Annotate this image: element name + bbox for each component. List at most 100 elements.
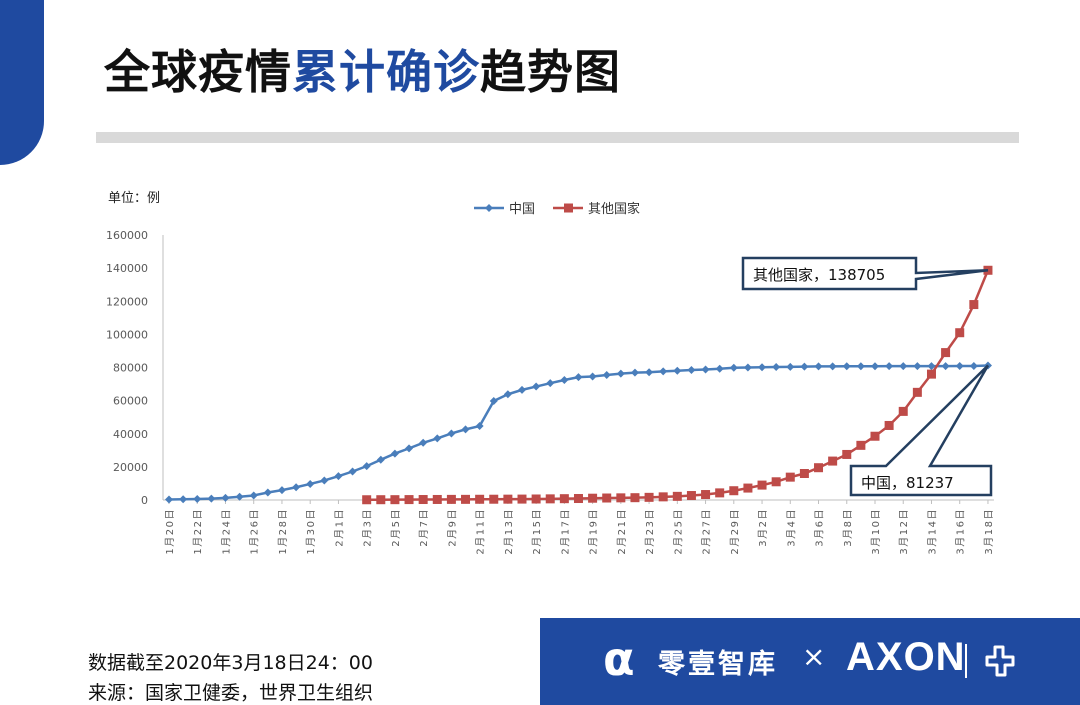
brand-divider [965, 644, 967, 678]
y-tick-label: 100000 [106, 328, 148, 341]
data-point [390, 449, 399, 458]
data-point [743, 483, 753, 493]
x-tick-label: 2月5日 [390, 508, 402, 547]
data-point [828, 362, 837, 371]
data-point [969, 362, 978, 371]
y-tick-label: 140000 [106, 262, 148, 275]
data-point [715, 364, 724, 373]
data-point [362, 462, 371, 471]
data-point [758, 363, 767, 372]
data-point [376, 455, 385, 464]
data-point [743, 363, 752, 372]
data-point [602, 493, 612, 503]
callout-china-label: 中国，81237 [861, 474, 954, 492]
data-point [249, 491, 258, 500]
x-tick-label: 2月17日 [559, 508, 571, 555]
x-tick-label: 3月14日 [926, 508, 938, 555]
data-point [404, 495, 414, 505]
data-point [926, 369, 936, 379]
data-point [969, 300, 979, 310]
data-point [955, 328, 965, 338]
x-tick-label: 2月25日 [672, 508, 684, 555]
data-point [447, 429, 456, 438]
data-point [701, 490, 711, 500]
data-point [306, 479, 315, 488]
unit-label: 单位：例 [108, 191, 160, 206]
data-point [814, 463, 824, 473]
data-point [574, 373, 583, 382]
data-point [588, 372, 597, 381]
data-point [941, 362, 950, 371]
data-point [927, 362, 936, 371]
data-point [475, 494, 485, 504]
x-tick-label: 3月16日 [955, 508, 967, 555]
data-point [207, 494, 216, 503]
x-tick-label: 2月1日 [333, 508, 345, 547]
callout-china-box [849, 364, 993, 497]
data-point [588, 493, 598, 503]
data-point [687, 365, 696, 374]
data-point [433, 434, 442, 443]
data-point [292, 483, 301, 492]
y-tick-label: 60000 [113, 395, 148, 408]
data-point [800, 362, 809, 371]
x-tick-label: 2月3日 [362, 508, 374, 547]
brand-logo-icon: α [603, 632, 635, 686]
data-point [503, 390, 512, 399]
legend-label: 其他国家 [588, 201, 640, 217]
data-point [235, 492, 244, 501]
data-point [644, 492, 654, 502]
data-point [559, 494, 569, 504]
data-point [489, 494, 499, 504]
x-tick-label: 1月22日 [192, 508, 204, 555]
data-point [912, 387, 922, 397]
data-point [419, 438, 428, 447]
data-point [560, 376, 569, 385]
data-date-note: 数据截至2020年3月18日24：00 [88, 652, 373, 674]
data-point [856, 362, 865, 371]
data-point [531, 494, 541, 504]
data-point [658, 492, 668, 502]
data-point [701, 365, 710, 374]
callout-others-box [741, 256, 989, 291]
data-point [686, 491, 696, 501]
data-point [729, 486, 739, 496]
data-point [616, 369, 625, 378]
data-point [856, 440, 866, 450]
x-tick-label: 1月28日 [277, 508, 289, 555]
data-point [263, 488, 272, 497]
data-point [630, 368, 639, 377]
x-tick-label: 3月18日 [983, 508, 995, 555]
data-point [461, 494, 471, 504]
y-tick-label: 160000 [106, 229, 148, 242]
data-point [842, 362, 851, 371]
data-point [277, 486, 286, 495]
data-point [729, 363, 738, 372]
data-point [828, 456, 838, 466]
x-tick-label: 2月15日 [531, 508, 543, 555]
data-point [673, 366, 682, 375]
data-point [165, 495, 173, 504]
x-tick-label: 2月29日 [729, 508, 741, 555]
data-point [179, 495, 188, 504]
title-highlight: 累计确诊 [292, 45, 480, 99]
data-point [362, 495, 372, 505]
data-point [418, 495, 428, 505]
x-tick-label: 3月10日 [870, 508, 882, 555]
data-point [672, 491, 682, 501]
data-point [630, 493, 640, 503]
x-tick-label: 1月20日 [164, 508, 176, 555]
legend-label: 中国 [509, 202, 535, 217]
data-point [518, 385, 526, 394]
data-point [517, 494, 527, 504]
y-tick-label: 0 [141, 494, 148, 507]
data-point [814, 362, 823, 371]
x-tick-label: 2月9日 [446, 508, 458, 547]
x-tick-label: 2月27日 [701, 508, 713, 555]
x-tick-label: 2月21日 [616, 508, 628, 555]
data-point [320, 476, 329, 485]
data-point [842, 449, 852, 459]
x-tick-label: 3月8日 [842, 508, 854, 547]
data-point [715, 488, 725, 498]
